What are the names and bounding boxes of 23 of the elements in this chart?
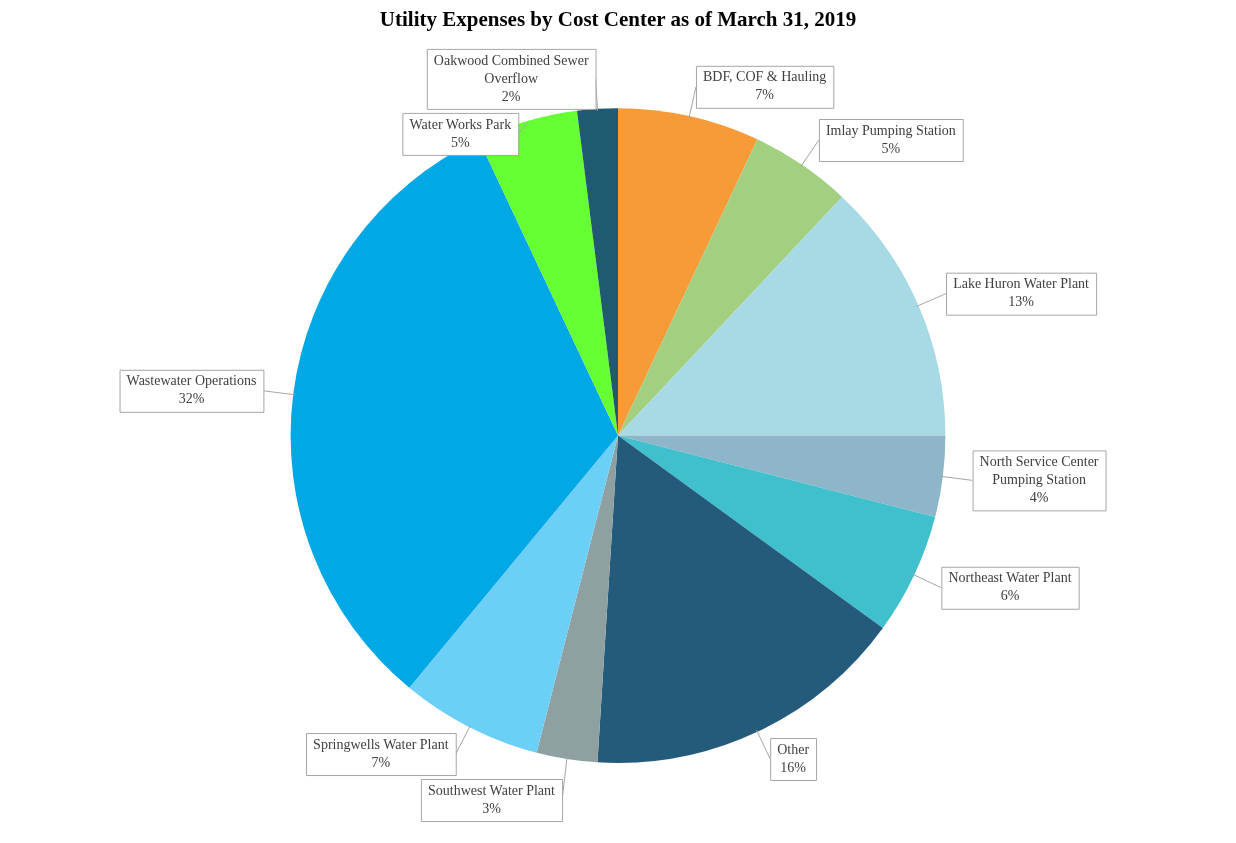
slice-label: North Service Center Pumping Station	[979, 454, 1099, 488]
data-label: 32%	[178, 391, 205, 407]
slice-label: Northeast Water Plant	[948, 570, 1072, 586]
data-label: 7%	[371, 754, 391, 770]
slice-label: Water Works Park	[409, 116, 512, 132]
data-label: 3%	[482, 800, 502, 816]
chart-title: Utility Expenses by Cost Center as of March 31, 2019	[379, 7, 857, 32]
data-label: 2%	[501, 88, 521, 104]
slice-label: BDF, COF & Hauling	[702, 69, 827, 85]
data-label: 5%	[450, 134, 470, 150]
data-label: 16%	[780, 759, 807, 775]
slice-label: Southwest Water Plant	[428, 782, 556, 798]
slice-label: Springwells Water Plant	[313, 736, 449, 752]
slice-label: Imlay Pumping Station	[825, 122, 956, 138]
data-label: 6%	[1000, 588, 1020, 604]
slice-label: Wastewater Operations	[126, 373, 257, 389]
slice-label: Other	[777, 741, 810, 757]
data-label: 13%	[1008, 294, 1035, 310]
data-label: 4%	[1029, 490, 1049, 506]
data-label: 7%	[755, 87, 775, 103]
slice-label: Lake Huron Water Plant	[953, 276, 1090, 292]
slice-label: Oakwood Combined Sewer Overflow	[433, 52, 589, 86]
data-label: 5%	[881, 140, 901, 156]
